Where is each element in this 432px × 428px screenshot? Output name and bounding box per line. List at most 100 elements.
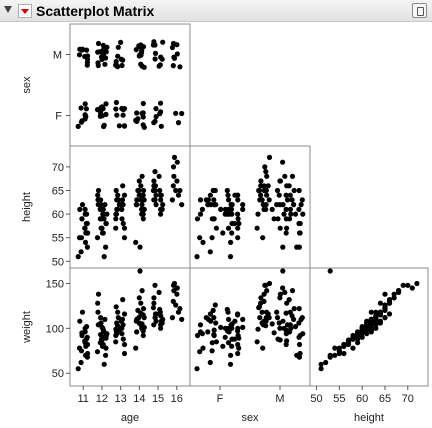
data-point xyxy=(262,282,268,288)
data-point xyxy=(134,329,140,335)
data-point xyxy=(135,116,141,122)
data-point xyxy=(115,309,121,315)
data-point xyxy=(158,54,164,60)
data-point xyxy=(212,187,218,194)
data-point xyxy=(284,322,291,328)
data-point xyxy=(260,345,266,351)
x-axis-label-height: height xyxy=(354,412,384,424)
disclosure-triangle-icon[interactable] xyxy=(4,6,12,13)
data-point xyxy=(84,341,91,348)
data-point xyxy=(213,339,219,345)
data-point xyxy=(151,295,157,301)
data-point xyxy=(229,343,235,349)
data-point xyxy=(98,336,105,342)
data-point xyxy=(83,106,89,112)
data-point xyxy=(377,309,383,315)
data-point xyxy=(103,111,109,117)
data-point xyxy=(171,280,178,287)
data-point xyxy=(211,332,217,338)
data-point xyxy=(264,192,270,198)
red-triangle-menu-icon[interactable] xyxy=(18,4,32,18)
y-tick-label: 100 xyxy=(46,323,64,335)
data-point xyxy=(95,49,101,55)
data-point xyxy=(136,192,142,198)
data-point xyxy=(225,309,231,315)
data-point xyxy=(256,305,262,311)
data-point xyxy=(95,202,101,208)
data-point xyxy=(197,197,204,203)
data-point xyxy=(101,361,107,367)
data-point xyxy=(197,235,203,241)
data-point xyxy=(133,239,139,245)
data-point xyxy=(229,202,235,208)
data-point xyxy=(341,350,347,357)
data-point xyxy=(235,341,241,348)
data-point xyxy=(364,331,370,337)
data-point xyxy=(103,244,109,250)
data-point xyxy=(228,239,234,245)
data-point xyxy=(79,118,85,124)
data-point xyxy=(240,316,246,322)
data-point xyxy=(138,310,144,316)
x-tick-label: 11 xyxy=(78,393,89,405)
data-point xyxy=(232,192,238,198)
data-point xyxy=(100,327,106,333)
data-point xyxy=(263,202,269,208)
data-point xyxy=(386,311,393,317)
data-point xyxy=(368,316,374,322)
data-point xyxy=(255,326,261,332)
data-point xyxy=(280,159,286,165)
data-point xyxy=(291,202,297,208)
data-point xyxy=(264,288,270,294)
data-point xyxy=(140,187,147,194)
pin-icon[interactable] xyxy=(412,3,427,18)
data-point xyxy=(138,322,144,328)
data-point xyxy=(170,298,176,304)
data-point xyxy=(95,192,101,198)
data-point xyxy=(227,361,234,367)
x-tick-label: 60 xyxy=(356,393,368,405)
data-point xyxy=(138,300,144,306)
data-point xyxy=(95,62,101,69)
data-point xyxy=(114,197,120,203)
data-point xyxy=(220,343,226,349)
data-point xyxy=(120,183,126,189)
data-point xyxy=(355,340,361,346)
data-point xyxy=(115,44,121,50)
data-point xyxy=(276,192,282,198)
data-point xyxy=(280,285,286,291)
data-point xyxy=(232,318,238,324)
data-point xyxy=(350,336,356,342)
data-point xyxy=(208,202,214,208)
data-point xyxy=(100,211,106,217)
x-axis-label-age: age xyxy=(121,412,139,424)
data-point xyxy=(114,206,121,212)
data-point xyxy=(218,324,224,330)
x-tick-label: 65 xyxy=(379,393,391,405)
data-point xyxy=(261,291,267,297)
data-point xyxy=(396,288,402,294)
data-point xyxy=(152,42,158,48)
data-point xyxy=(240,202,246,208)
data-point xyxy=(405,282,411,288)
data-point xyxy=(133,202,139,208)
data-point xyxy=(350,332,356,339)
data-point xyxy=(134,110,140,116)
data-point xyxy=(152,311,159,317)
data-point xyxy=(263,169,269,175)
data-point xyxy=(140,114,146,120)
data-point xyxy=(94,235,101,241)
data-point xyxy=(261,183,267,189)
data-point xyxy=(229,211,235,217)
data-point xyxy=(84,211,90,217)
data-point xyxy=(199,331,205,337)
data-point xyxy=(119,216,125,222)
data-point xyxy=(94,349,101,355)
data-point xyxy=(297,220,303,227)
data-point xyxy=(151,322,157,328)
data-point xyxy=(207,359,213,366)
data-point xyxy=(373,315,379,321)
data-point xyxy=(75,254,81,260)
data-point xyxy=(229,230,235,236)
data-point xyxy=(75,366,81,372)
